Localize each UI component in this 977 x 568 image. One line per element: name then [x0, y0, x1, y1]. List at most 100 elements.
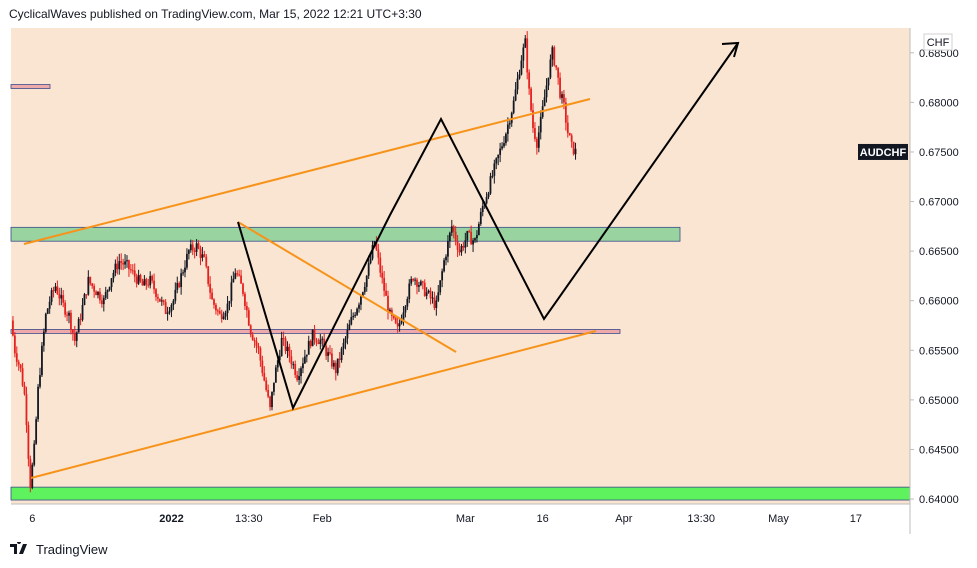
candle-body-up	[497, 154, 500, 159]
candle-body-down	[236, 273, 239, 275]
candle-body-up	[348, 324, 351, 330]
candle-body-down	[288, 346, 291, 357]
candle-body-up	[344, 338, 347, 343]
candle-body-down	[429, 290, 432, 299]
candle-body-down	[309, 340, 312, 347]
candle-body-down	[151, 276, 154, 281]
candle-body-up	[489, 176, 492, 194]
candle-body-down	[135, 276, 138, 284]
candle-body-up	[186, 253, 188, 268]
candle-body-up	[503, 143, 505, 147]
candle-body-down	[162, 300, 165, 303]
candle-body-down	[128, 260, 130, 270]
candle-body-down	[387, 295, 389, 312]
candle-body-up	[305, 354, 308, 357]
candle-body-down	[294, 364, 297, 375]
candle-body-up	[501, 146, 503, 149]
candle-body-down	[27, 425, 30, 459]
channel-upper-line	[23, 98, 591, 245]
candle-body-down	[157, 296, 159, 299]
support-zone	[10, 486, 911, 501]
candle-body-down	[383, 277, 386, 291]
x-tick-label: May	[768, 513, 789, 525]
resistance-zone	[10, 226, 681, 242]
candle-body-down	[19, 364, 22, 369]
x-tick-label: Feb	[313, 513, 332, 525]
candle-body-up	[505, 133, 507, 144]
candle-body-up	[172, 300, 175, 306]
candle-body-up	[514, 89, 517, 101]
candle-body-up	[443, 260, 445, 272]
y-tick-label: 0.68000	[919, 97, 959, 109]
candle-body-up	[187, 250, 190, 254]
candle-body-up	[46, 308, 49, 314]
candle-body-down	[416, 279, 418, 287]
candle-body-up	[232, 278, 235, 283]
candle-body-down	[568, 132, 571, 136]
candle-body-up	[143, 279, 146, 286]
candle-body-down	[211, 292, 213, 300]
candle-body-up	[31, 464, 34, 488]
candle-body-up	[356, 308, 358, 315]
candle-body-down	[564, 102, 567, 123]
candle-body-up	[280, 337, 283, 357]
candle-body-down	[158, 298, 161, 302]
candle-body-down	[267, 390, 270, 397]
candle-body-down	[392, 315, 395, 319]
candle-body-up	[414, 279, 416, 281]
candle-body-up	[354, 314, 357, 316]
candle-body-down	[566, 122, 569, 133]
candle-body-up	[126, 260, 128, 262]
candle-body-up	[180, 273, 183, 288]
plot-background	[11, 28, 910, 504]
candle-body-up	[448, 232, 451, 242]
candle-body-up	[537, 132, 540, 148]
candle-body-down	[193, 250, 196, 252]
candle-body-up	[303, 356, 306, 364]
candle-body-down	[203, 254, 206, 257]
candle-body-up	[437, 292, 440, 301]
candle-body-up	[110, 278, 113, 288]
candle-body-down	[251, 334, 254, 341]
candle-body-up	[170, 305, 173, 312]
footer: TradingView	[10, 540, 108, 557]
candle-body-down	[23, 385, 26, 395]
candle-body-up	[276, 360, 279, 368]
candle-body-up	[360, 296, 362, 305]
candle-body-down	[89, 276, 92, 284]
candle-body-down	[375, 241, 378, 250]
candle-body-up	[561, 94, 563, 98]
candle-body-down	[191, 244, 194, 251]
candle-body-up	[439, 280, 442, 293]
candle-body-down	[530, 88, 532, 111]
candle-body-down	[100, 300, 103, 305]
candle-body-up	[274, 367, 277, 383]
candle-body-down	[379, 257, 382, 273]
candle-body-down	[313, 329, 316, 340]
candle-body-down	[155, 289, 157, 297]
candle-body-down	[215, 304, 217, 311]
candle-body-down	[95, 291, 97, 296]
candle-body-down	[245, 305, 248, 311]
candle-body-down	[73, 332, 76, 341]
candle-body-up	[373, 241, 376, 246]
candle-body-up	[474, 238, 476, 241]
candle-body-up	[406, 299, 409, 307]
candle-body-up	[547, 77, 550, 86]
small-zone	[10, 84, 51, 89]
candle-body-down	[535, 138, 538, 148]
candle-body-up	[549, 59, 552, 78]
candle-body-down	[282, 337, 285, 339]
candle-body-up	[506, 124, 509, 134]
candle-body-up	[224, 313, 227, 317]
candle-body-down	[79, 319, 82, 321]
candle-body-down	[470, 231, 473, 245]
candle-body-down	[259, 348, 262, 361]
candle-body-down	[458, 249, 461, 253]
candle-body-up	[435, 300, 438, 308]
candle-body-down	[62, 295, 65, 303]
candle-body-up	[363, 286, 366, 293]
candle-body-up	[87, 276, 90, 295]
candle-body-down	[207, 266, 210, 284]
